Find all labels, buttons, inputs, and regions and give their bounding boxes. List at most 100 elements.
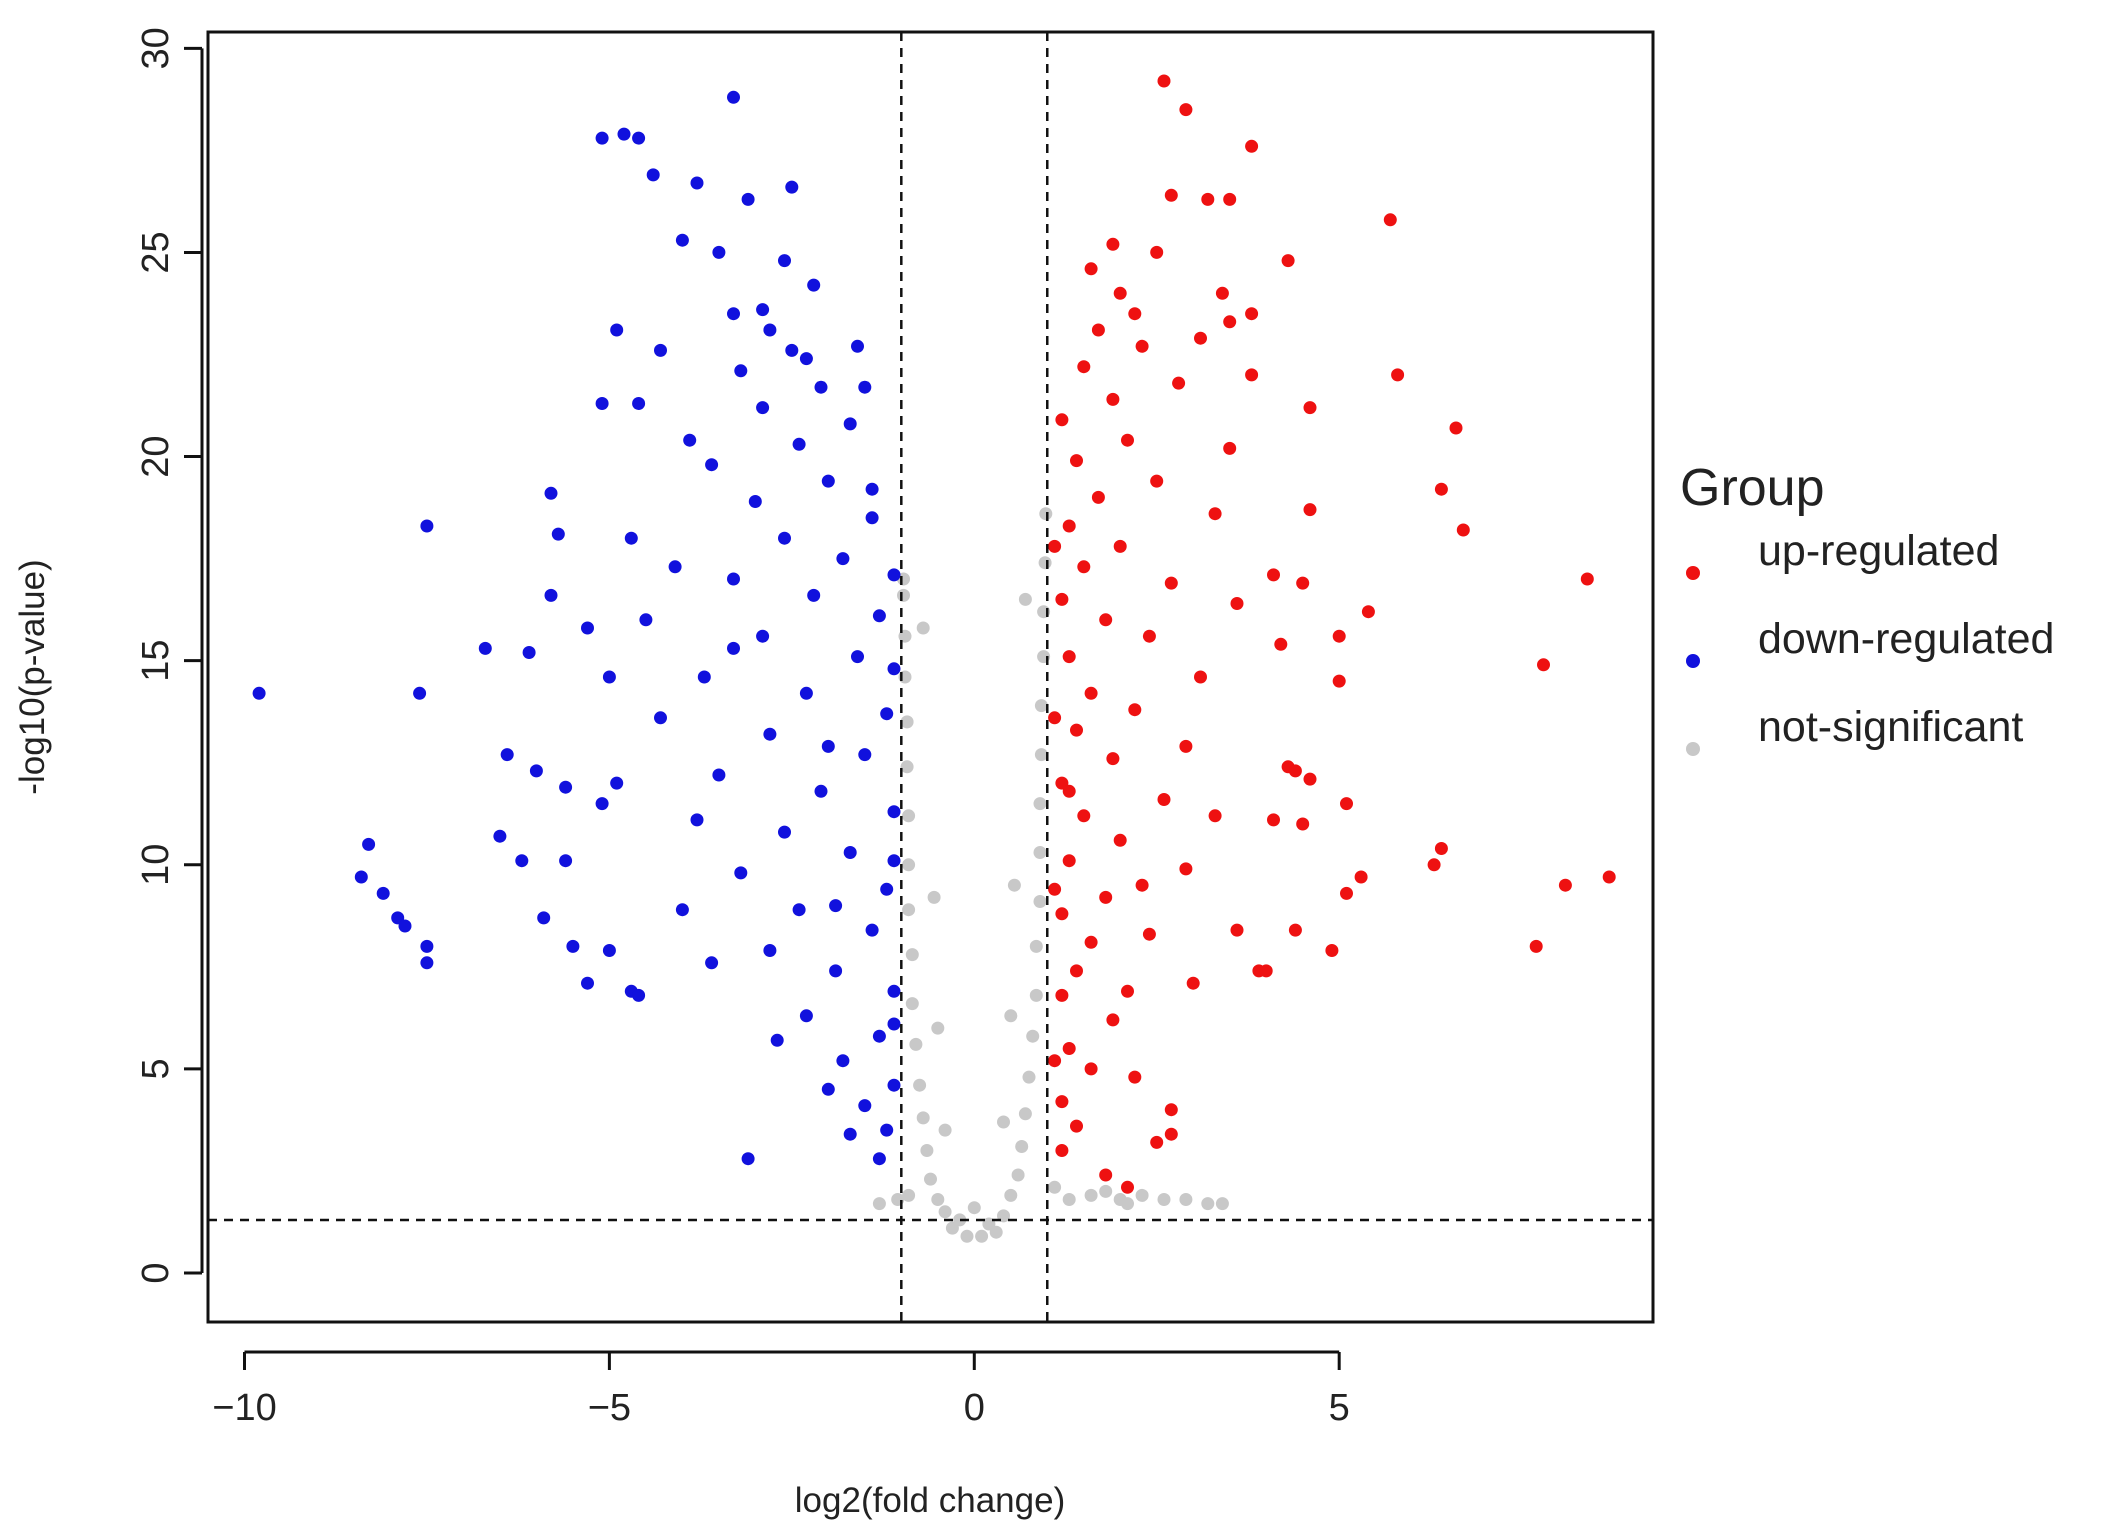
point-up-regulated-9 [1215,286,1229,300]
point-not-significant-21 [905,997,919,1011]
point-down-regulated-82 [727,572,740,586]
point-not-significant-32 [1034,748,1048,762]
point-not-significant-60 [1099,1184,1113,1198]
point-up-regulated-108 [1128,1070,1142,1084]
point-not-significant-43 [916,621,930,635]
point-down-regulated-27 [478,641,492,655]
point-up-regulated-102 [1048,1054,1062,1068]
point-down-regulated-111 [829,899,843,913]
point-up-regulated-41 [1558,878,1572,892]
point-down-regulated-48 [602,944,616,957]
point-up-regulated-11 [1245,307,1259,321]
point-up-regulated-97 [1091,323,1105,337]
point-down-regulated-99 [690,813,704,827]
point-down-regulated-21 [420,519,434,533]
point-up-regulated-34 [1267,813,1280,827]
point-down-regulated-93 [734,364,748,378]
y-axis: 0 5 10 15 20 25 30 [135,27,204,1284]
point-down-regulated-112 [610,776,624,790]
point-not-significant-19 [909,1037,923,1051]
x-tick-label-0: −10 [212,1387,276,1429]
point-up-regulated-45 [1325,944,1339,957]
point-not-significant-0 [960,1229,974,1243]
point-down-regulated-96 [683,433,697,447]
point-up-regulated-56 [1055,1095,1069,1109]
point-down-regulated-12 [610,323,624,337]
point-down-regulated-103 [887,854,901,868]
point-up-regulated-80 [1142,629,1156,643]
point-up-regulated-107 [1208,809,1222,823]
point-up-regulated-64 [1142,927,1156,941]
point-not-significant-48 [927,890,941,904]
point-up-regulated-24 [1296,576,1310,590]
point-not-significant-47 [1007,878,1021,892]
point-up-regulated-60 [1055,988,1069,1002]
point-down-regulated-83 [836,552,850,566]
point-up-regulated-35 [1296,817,1310,831]
point-up-regulated-77 [1084,686,1098,700]
point-not-significant-33 [900,715,914,729]
y-tick-label-3: 15 [135,640,177,682]
point-down-regulated-61 [887,984,901,998]
point-down-regulated-70 [887,805,901,819]
point-up-regulated-3 [1164,188,1178,202]
point-down-regulated-36 [493,829,507,843]
point-not-significant-27 [902,858,916,872]
point-down-regulated-33 [529,764,543,778]
point-up-regulated-57 [1084,1062,1098,1076]
y-axis-label: -log10(p-value) [13,559,52,794]
point-not-significant-39 [897,588,910,602]
point-down-regulated-1 [595,131,609,145]
point-down-regulated-47 [566,939,580,953]
y-tick-label-5: 25 [135,231,177,273]
y-tick-label-2: 10 [135,844,177,886]
point-down-regulated-65 [792,903,806,917]
point-down-regulated-78 [851,650,864,664]
point-down-regulated-98 [654,711,667,725]
point-down-regulated-24 [544,588,558,602]
point-down-regulated-32 [500,748,514,762]
point-up-regulated-74 [1179,739,1193,753]
point-not-significant-1 [975,1229,989,1243]
point-down-regulated-0 [727,90,740,104]
point-up-regulated-109 [1230,597,1244,610]
point-down-regulated-80 [872,609,886,623]
point-down-regulated-23 [624,531,638,545]
x-axis-label: log2(fold change) [795,1481,1065,1520]
point-up-regulated-13 [1391,368,1405,382]
x-tick-label-1: −5 [588,1387,631,1429]
point-up-regulated-7 [1150,245,1164,259]
point-down-regulated-40 [354,870,368,884]
point-not-significant-52 [1084,1188,1098,1202]
point-down-regulated-60 [799,1009,813,1023]
point-down-regulated-88 [705,458,719,472]
point-up-regulated-73 [1106,752,1120,766]
point-up-regulated-70 [1077,809,1091,823]
point-down-regulated-85 [865,511,879,525]
point-down-regulated-34 [559,780,573,794]
point-down-regulated-17 [595,397,609,410]
point-not-significant-59 [1121,1197,1134,1211]
point-down-regulated-94 [785,343,799,357]
point-up-regulated-63 [1084,935,1098,949]
point-not-significant-22 [1029,988,1043,1002]
point-down-regulated-68 [843,846,857,859]
point-up-regulated-67 [1135,878,1149,892]
point-up-regulated-42 [1529,939,1543,953]
point-up-regulated-14 [1194,331,1207,345]
point-down-regulated-84 [778,531,791,545]
point-up-regulated-15 [1303,401,1317,415]
point-down-regulated-113 [799,352,813,366]
point-not-significant-20 [1026,1029,1040,1043]
point-down-regulated-16 [851,339,864,353]
point-down-regulated-89 [792,437,806,451]
point-down-regulated-64 [865,923,879,937]
point-not-significant-54 [1135,1188,1149,1202]
point-not-significant-28 [1033,846,1047,859]
x-axis: −10 −5 0 5 [212,1350,1350,1429]
point-down-regulated-35 [595,797,609,811]
point-up-regulated-43 [1288,923,1302,937]
point-not-significant-12 [1011,1168,1025,1182]
point-down-regulated-67 [734,866,748,880]
point-up-regulated-8 [1281,254,1295,268]
